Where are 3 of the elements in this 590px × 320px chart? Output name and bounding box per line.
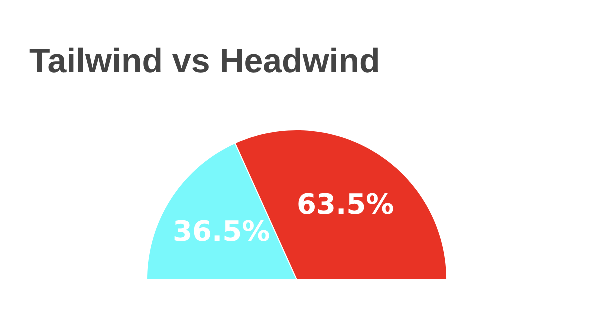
data-label: 63.5%	[297, 188, 394, 221]
chart-title: Tailwind vs Headwind	[30, 42, 380, 81]
data-label: 36.5%	[173, 215, 270, 248]
